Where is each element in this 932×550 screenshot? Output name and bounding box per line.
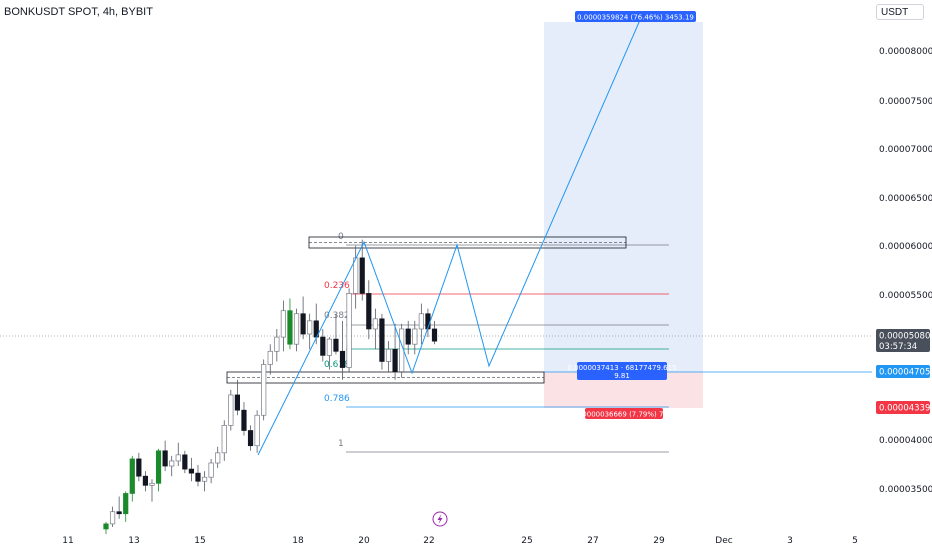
price-tick-0700: 0.0000700000: [879, 145, 932, 155]
current-price-value: 0.0000508009: [879, 332, 932, 342]
candle-body: [149, 482, 155, 486]
candle-body: [274, 336, 280, 352]
candle-body: [339, 350, 346, 368]
entry-label-line2: 9.81: [614, 372, 630, 380]
entry-price-value: 0.0000470596: [879, 368, 932, 378]
candle-body: [392, 348, 398, 372]
time-tick-dec: Dec: [715, 536, 732, 546]
candle-body: [353, 257, 359, 294]
fib-label-0382: 0.382: [324, 311, 350, 321]
candle-body: [254, 414, 260, 447]
fib-label-0786: 0.786: [324, 394, 350, 404]
candle-body: [418, 313, 424, 330]
candle-body: [195, 472, 201, 482]
candle-body: [142, 475, 149, 486]
time-tick-18: 18: [292, 536, 304, 546]
projection-path[interactable]: [257, 19, 641, 456]
time-tick-22: 22: [423, 536, 434, 546]
time-tick-5: 5: [852, 536, 858, 546]
candle-body: [234, 394, 240, 411]
price-tick-0650: 0.0000650000: [879, 194, 932, 204]
candles: [103, 239, 438, 535]
stop-label-text: 0.0000036669 (7.79%) 750: [576, 411, 673, 419]
price-tick-0800: 0.0000800000: [879, 47, 932, 57]
candle-body: [385, 348, 392, 362]
price-tick-0550: 0.0000550000: [879, 291, 932, 301]
stop-price-badge: 0.0000433927: [876, 401, 932, 414]
target-label-text: 0.0000359824 (76.46%) 3453.19: [577, 14, 694, 22]
candle-body: [293, 313, 300, 345]
symbol-title[interactable]: BONKUSDT SPOT, 4h, BYBIT: [4, 6, 153, 18]
countdown-value: 03:57:34: [879, 342, 917, 352]
entry-label[interactable]: 0.0000037413 · 68177479.615 9.81: [567, 362, 677, 380]
lightning-icon[interactable]: [432, 511, 448, 527]
price-tick-0350: 0.0000350000: [879, 485, 932, 495]
candle-body: [287, 310, 293, 345]
candle-body: [103, 523, 109, 530]
candle-body: [109, 511, 116, 525]
candle-body: [123, 493, 129, 515]
time-tick-29: 29: [653, 536, 665, 546]
currency-selector[interactable]: USDT: [876, 4, 924, 20]
candle-body: [182, 454, 188, 470]
time-tick-20: 20: [358, 536, 370, 546]
stop-price-value: 0.0000433927: [879, 404, 932, 414]
current-price-badge: 0.0000508009 03:57:34: [876, 329, 932, 352]
candle-body: [241, 409, 247, 431]
candle-body: [201, 476, 208, 482]
entry-label-line1: 0.0000037413 · 68177479.615: [567, 364, 676, 372]
candle-body: [215, 452, 221, 464]
price-tick-0400: 0.0000400000: [879, 436, 932, 446]
candle-body: [247, 430, 254, 447]
time-tick-25: 25: [521, 536, 532, 546]
candle-body: [169, 460, 175, 467]
candle-body: [379, 318, 385, 362]
fib-retracement[interactable]: 0 0.236 0.382 0.618 0.786 1: [324, 232, 669, 453]
candle-body: [372, 318, 378, 330]
candle-body: [188, 468, 195, 474]
time-tick-27: 27: [587, 536, 598, 546]
time-axis[interactable]: 11 13 15 18 20 22 25 27 29 Dec 3 5: [62, 536, 858, 546]
candle-body: [307, 320, 313, 335]
candle-body: [208, 462, 214, 478]
candle-body: [366, 293, 372, 330]
candle-body: [136, 458, 142, 477]
time-tick-3: 3: [787, 536, 793, 546]
time-tick-11: 11: [62, 536, 73, 546]
fib-label-0618: 0.618: [324, 360, 350, 370]
candle-body: [261, 364, 267, 416]
candle-body: [162, 450, 168, 467]
time-tick-13: 13: [128, 536, 139, 546]
stop-label[interactable]: 0.0000036669 (7.79%) 750: [576, 408, 673, 419]
candle-body: [267, 350, 273, 365]
price-tick-0600: 0.0000600000: [879, 242, 932, 252]
target-zone[interactable]: [544, 22, 703, 372]
fib-label-0236: 0.236: [324, 281, 350, 291]
time-tick-15: 15: [194, 536, 205, 546]
candle-body: [221, 425, 227, 454]
candle-body: [405, 328, 411, 345]
candle-body: [155, 450, 162, 484]
candle-body: [228, 394, 234, 426]
candle-body: [129, 458, 135, 494]
target-label[interactable]: 0.0000359824 (76.46%) 3453.19: [575, 11, 696, 22]
price-tick-0750: 0.0000750000: [879, 97, 932, 107]
candle-body: [300, 313, 306, 335]
price-axis[interactable]: 0.0000800000 0.0000750000 0.0000700000 0…: [879, 47, 932, 495]
candle-body: [333, 338, 339, 352]
entry-price-badge: 0.0000470596: [876, 365, 932, 378]
candle-body: [346, 293, 352, 368]
candle-body: [175, 454, 181, 462]
candle-body: [116, 511, 122, 515]
candle-body: [326, 338, 332, 356]
candle-body: [431, 328, 438, 342]
candle-body: [412, 328, 418, 345]
candle-body: [280, 310, 286, 338]
candle-body: [320, 336, 326, 356]
fib-label-1: 1: [338, 439, 344, 449]
candle-body: [359, 257, 365, 294]
